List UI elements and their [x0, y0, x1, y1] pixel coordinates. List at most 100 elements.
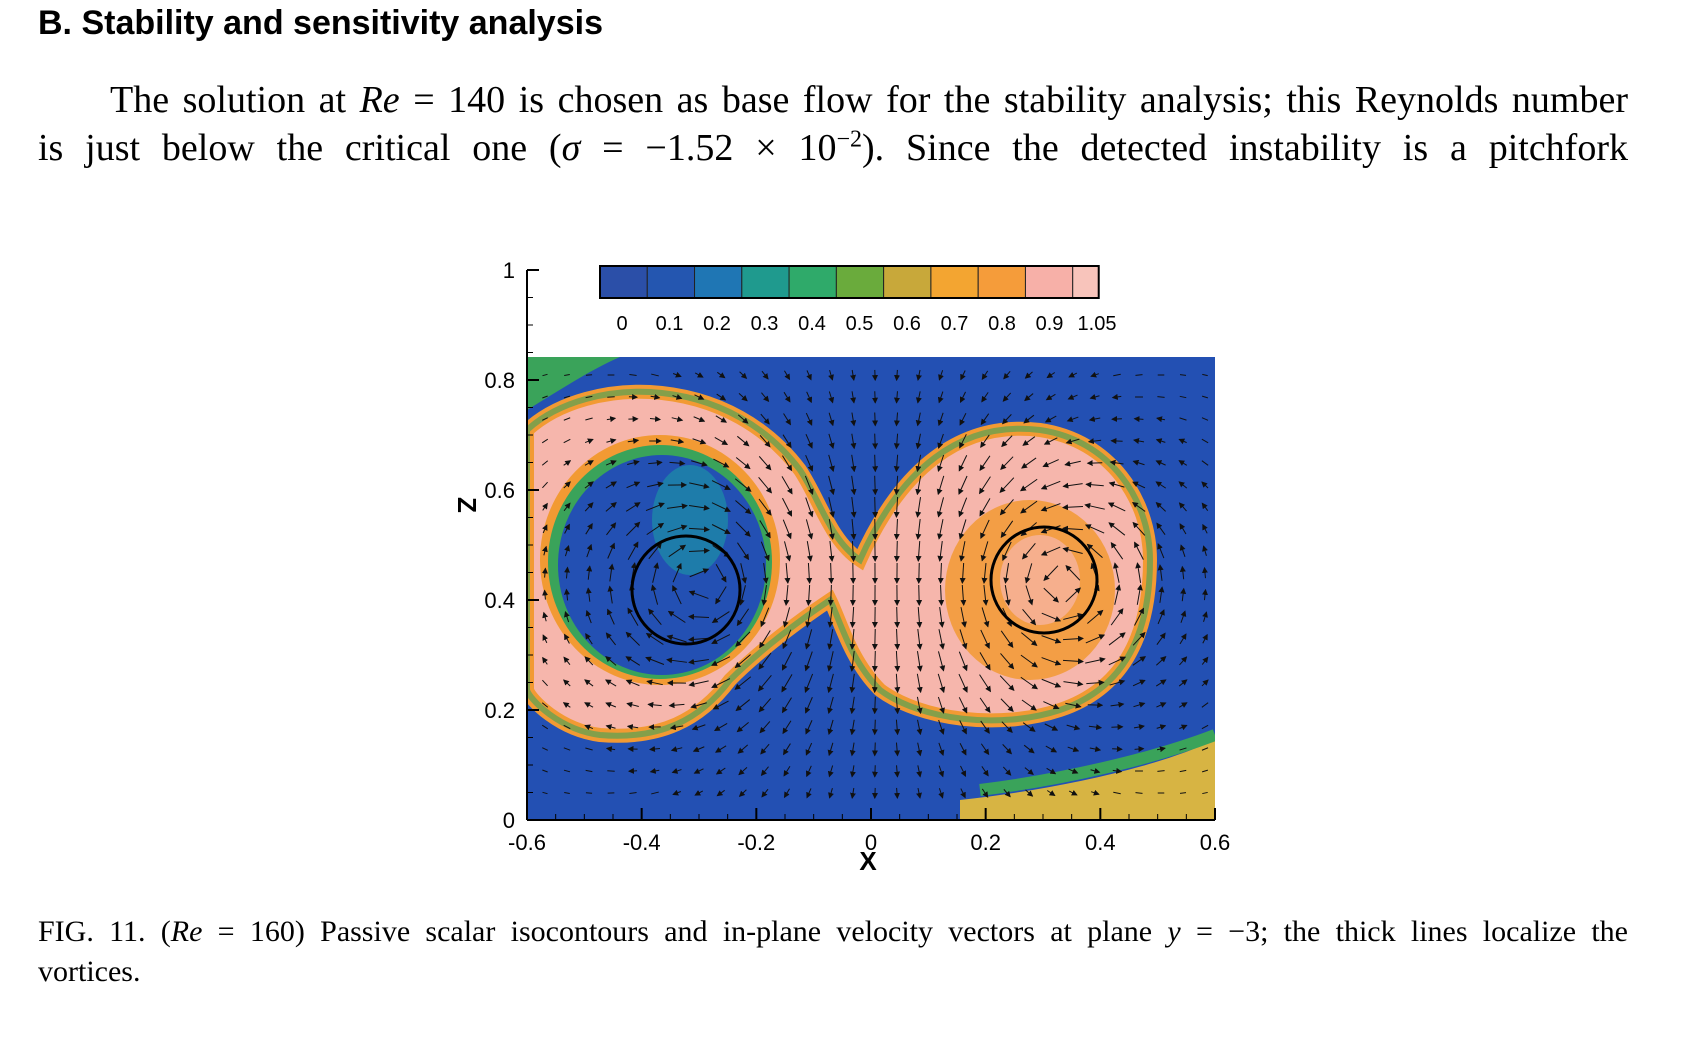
velocity-vector: [938, 370, 944, 381]
velocity-vector: [1062, 546, 1083, 555]
velocity-vector: [645, 632, 664, 645]
velocity-vector: [827, 696, 834, 715]
colorbar-swatch: [930, 265, 979, 299]
velocity-vector: [738, 392, 748, 402]
velocity-vector: [1090, 768, 1101, 774]
velocity-vector: [894, 650, 901, 672]
velocity-vector: [893, 433, 900, 450]
velocity-vector: [849, 628, 856, 650]
velocity-vector: [1047, 790, 1056, 797]
velocity-vector: [584, 502, 594, 512]
velocity-vector: [1020, 676, 1039, 690]
velocity-vector: [1045, 745, 1058, 753]
colorbar-swatch: [1024, 265, 1074, 299]
velocity-vector: [584, 460, 594, 466]
velocity-vector: [960, 765, 966, 777]
velocity-vector: [738, 585, 746, 606]
velocity-vector: [1040, 546, 1061, 556]
velocity-vector: [783, 743, 791, 756]
velocity-vector: [672, 789, 682, 796]
velocity-vector: [646, 679, 663, 686]
velocity-vector: [607, 396, 615, 398]
velocity-vector: [849, 606, 856, 628]
velocity-vector: [1179, 769, 1187, 773]
velocity-vector: [1043, 437, 1058, 445]
velocity-vector: [804, 629, 813, 650]
velocity-vector: [608, 563, 615, 582]
velocity-vector: [1178, 679, 1188, 687]
velocity-vector: [1133, 438, 1145, 444]
contour-field: [527, 357, 1215, 820]
velocity-vector: [938, 607, 945, 628]
velocity-vector: [645, 656, 665, 665]
velocity-vector: [1090, 371, 1100, 378]
velocity-vector: [542, 611, 549, 622]
velocity-vector: [960, 788, 966, 799]
velocity-vector: [625, 679, 640, 687]
velocity-vector: [761, 392, 770, 403]
velocity-vector: [1156, 746, 1166, 753]
velocity-vector: [804, 673, 814, 693]
velocity-vector: [714, 437, 729, 446]
velocity-vector: [564, 633, 570, 644]
velocity-vector: [894, 742, 901, 757]
velocity-vector: [1108, 522, 1126, 536]
velocity-vector: [1111, 415, 1122, 422]
velocity-vector: [1067, 394, 1078, 400]
velocity-vector: [606, 522, 617, 536]
velocity-vector: [759, 520, 771, 539]
velocity-vector: [959, 629, 968, 650]
velocity-vector: [806, 562, 813, 584]
velocity-vector: [1201, 502, 1209, 511]
velocity-vector: [584, 656, 594, 666]
velocity-vector: [542, 656, 548, 665]
velocity-vector: [828, 562, 835, 584]
velocity-vector: [1178, 502, 1187, 512]
velocity-vector: [542, 634, 549, 644]
velocity-vector: [1062, 525, 1084, 532]
velocity-vector: [981, 370, 989, 380]
velocity-vector: [981, 392, 989, 403]
colorbar-swatch: [977, 265, 1026, 299]
velocity-vector: [711, 634, 731, 644]
velocity-vector: [827, 629, 834, 650]
velocity-vector: [782, 497, 792, 517]
velocity-vector: [828, 519, 835, 540]
velocity-vector: [606, 438, 617, 444]
velocity-vector: [629, 374, 637, 376]
velocity-vector: [893, 391, 900, 404]
velocity-vector: [1000, 653, 1015, 670]
velocity-vector: [711, 502, 731, 512]
velocity-vector: [759, 435, 771, 448]
velocity-vector: [980, 541, 989, 562]
velocity-vector: [828, 412, 835, 427]
velocity-vector: [606, 416, 617, 423]
velocity-vector: [805, 720, 813, 735]
x-ticks: -0.6 -0.4 -0.2 0 0.2 0.4 0.6: [508, 808, 1230, 855]
velocity-vector: [872, 433, 879, 450]
velocity-vector: [1155, 460, 1166, 466]
velocity-vector: [937, 562, 944, 584]
velocity-vector: [1002, 744, 1013, 755]
velocity-vector: [981, 788, 989, 798]
velocity-vector: [1179, 523, 1187, 535]
velocity-vector: [758, 476, 773, 494]
caption-text: = −3; the thick lines localize the: [1180, 915, 1628, 948]
velocity-vector: [1000, 630, 1014, 648]
scalar-band-green: [527, 388, 1154, 739]
velocity-vector: [915, 540, 922, 562]
velocity-vector: [804, 697, 813, 714]
velocity-vector: [937, 696, 945, 714]
velocity-vector: [1068, 789, 1078, 796]
velocity-vector: [1132, 679, 1146, 687]
colorbar-tick-label: 0.6: [893, 313, 921, 335]
velocity-vector: [671, 416, 684, 423]
velocity-vector: [1114, 584, 1122, 605]
velocity-vector: [849, 765, 856, 778]
velocity-vector: [739, 371, 748, 379]
velocity-vector: [652, 562, 660, 583]
velocity-vector: [1068, 768, 1079, 774]
velocity-vector: [1108, 632, 1126, 646]
velocity-vector: [828, 454, 835, 473]
velocity-vector: [607, 542, 616, 559]
